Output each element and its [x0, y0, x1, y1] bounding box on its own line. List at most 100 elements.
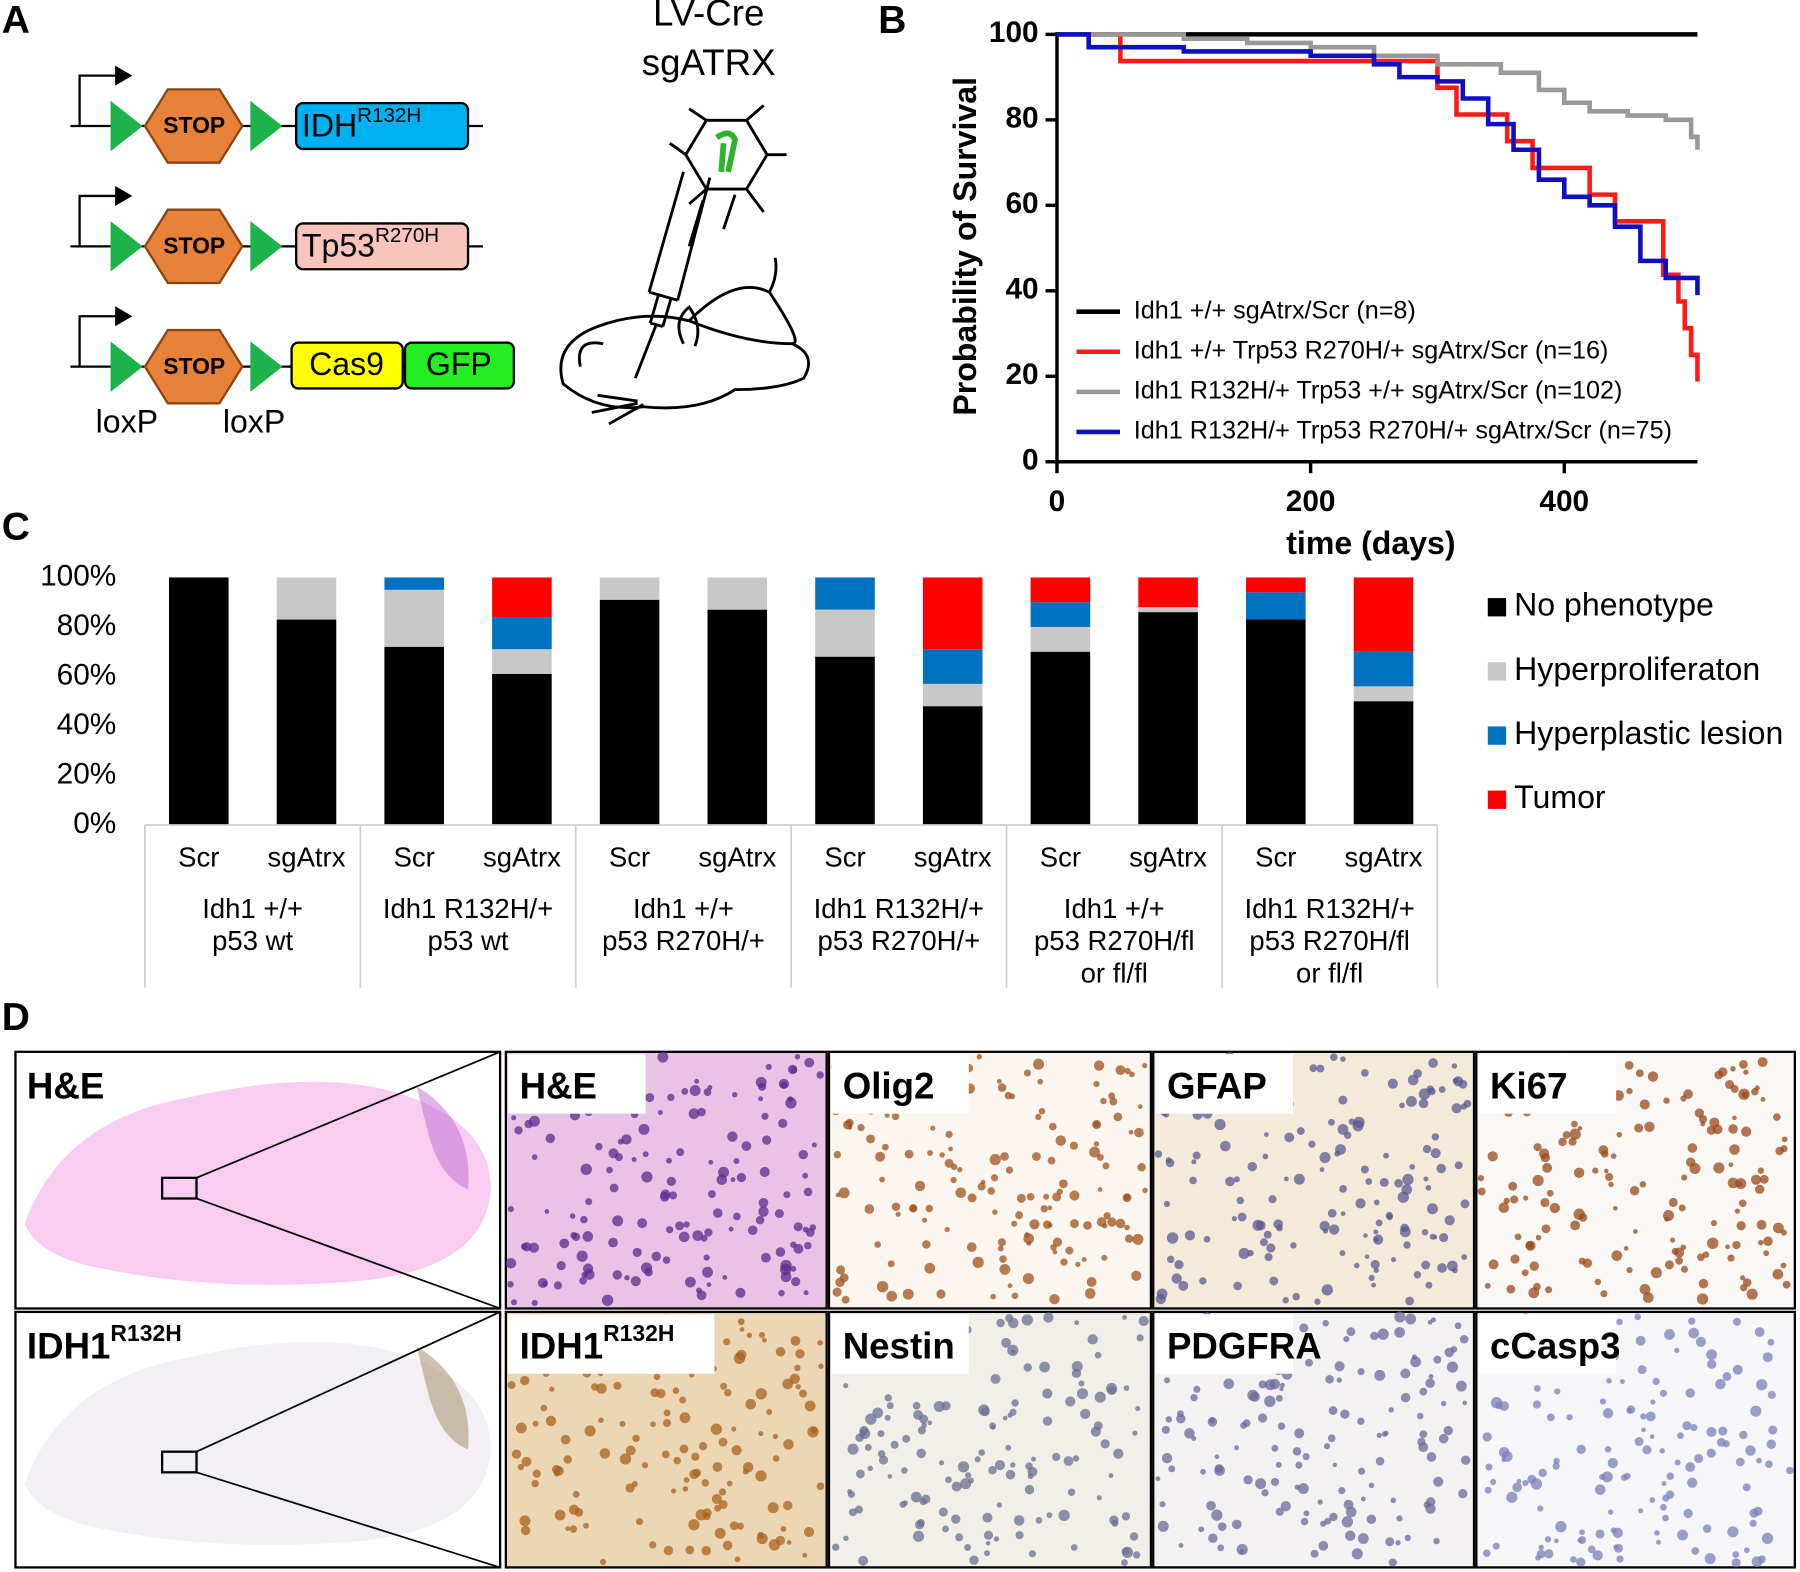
cell-nucleus [1533, 1282, 1541, 1291]
cell-nucleus [689, 1085, 701, 1096]
cell-nucleus [1074, 1320, 1080, 1326]
cell-nucleus [1111, 1519, 1119, 1527]
cell-nucleus [793, 1222, 803, 1232]
cell-nucleus [1363, 1233, 1368, 1238]
bar-segment [384, 589, 444, 647]
cell-nucleus [1674, 1247, 1685, 1258]
cell-nucleus [722, 1540, 733, 1551]
cell-nucleus [1512, 1482, 1523, 1493]
cell-nucleus [786, 1540, 792, 1545]
cell-nucleus [1422, 1144, 1432, 1154]
cell-nucleus [902, 1288, 914, 1300]
cell-nucleus [1223, 1378, 1235, 1390]
cell-nucleus [1083, 1221, 1092, 1230]
cell-nucleus [1451, 1063, 1458, 1069]
y-tick-label: 100 [989, 16, 1039, 49]
cell-nucleus [668, 1191, 678, 1200]
cell-nucleus [1506, 1284, 1516, 1294]
cell-nucleus [759, 1166, 770, 1177]
cell-nucleus [1214, 1118, 1226, 1131]
stop-label: STOP [163, 353, 225, 379]
cell-nucleus [662, 1256, 671, 1264]
cell-nucleus [636, 1517, 644, 1526]
cell-nucleus [1690, 1423, 1698, 1432]
cell-nucleus [1052, 1452, 1061, 1462]
cell-nucleus [1080, 1408, 1091, 1419]
cell-nucleus [1577, 1125, 1583, 1131]
cell-nucleus [1404, 1534, 1411, 1542]
group-label: Idh1 R132H/+ [814, 893, 984, 924]
whiskers [591, 393, 645, 426]
cell-nucleus [1238, 1247, 1250, 1259]
cell-nucleus [1123, 1385, 1130, 1391]
cell-nucleus [531, 1299, 538, 1306]
cell-nucleus [505, 1257, 517, 1269]
cell-nucleus [835, 1192, 841, 1198]
cell-nucleus [816, 1071, 824, 1079]
cell-nucleus [864, 1204, 875, 1214]
y-tick-label: 0 [1022, 444, 1039, 477]
cell-nucleus [1283, 1176, 1289, 1182]
cell-nucleus [1599, 1473, 1606, 1481]
cell-nucleus [757, 1531, 764, 1539]
cell-nucleus [1553, 1457, 1560, 1465]
cell-nucleus [1696, 1293, 1709, 1305]
mouse-head [559, 314, 811, 410]
cell-nucleus [1047, 1156, 1056, 1165]
cell-nucleus [1368, 1274, 1375, 1281]
cell-nucleus [999, 1255, 1007, 1263]
cell-nucleus [1329, 1512, 1338, 1522]
panel-label: B [878, 0, 906, 42]
cell-nucleus [1535, 1234, 1542, 1241]
cell-nucleus [1757, 1167, 1765, 1174]
cell-nucleus [1275, 1461, 1282, 1468]
cell-nucleus [1247, 1161, 1257, 1172]
cell-nucleus [1750, 1174, 1762, 1185]
cell-nucleus [1652, 1377, 1660, 1386]
cell-nucleus [1338, 1095, 1348, 1105]
cell-nucleus [1024, 1232, 1030, 1238]
cell-nucleus [1544, 1536, 1552, 1543]
cell-nucleus [1155, 1476, 1161, 1482]
promoter [78, 194, 117, 247]
cell-nucleus [1155, 1293, 1166, 1305]
cell-nucleus [1433, 1537, 1440, 1545]
cell-nucleus [1678, 1204, 1686, 1212]
cell-nucleus [1137, 1104, 1143, 1109]
cell-nucleus [1503, 1197, 1510, 1205]
cell-nucleus [1629, 1185, 1640, 1196]
cell-nucleus [724, 1388, 732, 1397]
cell-nucleus [1740, 1275, 1746, 1281]
cell-nucleus [1015, 1211, 1024, 1220]
cell-nucleus [1418, 1098, 1429, 1109]
cell-nucleus [780, 1259, 792, 1272]
cell-nucleus [1706, 1125, 1716, 1135]
cell-nucleus [1407, 1074, 1419, 1086]
stain-name: IDH1 [520, 1325, 604, 1366]
bar-segment [1138, 607, 1198, 613]
bar-segment [922, 683, 983, 707]
cell-nucleus [1009, 1408, 1017, 1416]
cell-nucleus [1439, 1233, 1449, 1243]
bar-segment [276, 619, 337, 825]
cell-nucleus [671, 1488, 677, 1494]
cell-nucleus [1334, 1150, 1341, 1157]
cell-nucleus [1394, 1327, 1405, 1338]
cell-nucleus [612, 1270, 622, 1280]
cell-nucleus [927, 1420, 933, 1426]
cell-nucleus [1338, 1487, 1346, 1495]
cell-nucleus [1208, 1533, 1218, 1543]
cell-nucleus [1293, 1173, 1305, 1185]
cell-nucleus [930, 1125, 936, 1131]
cell-nucleus [1005, 1469, 1016, 1480]
cell-nucleus [1677, 1529, 1689, 1541]
cell-nucleus [1142, 1063, 1148, 1069]
cell-nucleus [1284, 1132, 1295, 1143]
cell-nucleus [1357, 1533, 1369, 1544]
label-background [508, 1054, 646, 1114]
cell-nucleus [663, 1409, 671, 1417]
cell-nucleus [1042, 1388, 1053, 1399]
cell-nucleus [775, 1346, 786, 1357]
cell-nucleus [988, 1466, 997, 1475]
cell-nucleus [1650, 1399, 1656, 1405]
